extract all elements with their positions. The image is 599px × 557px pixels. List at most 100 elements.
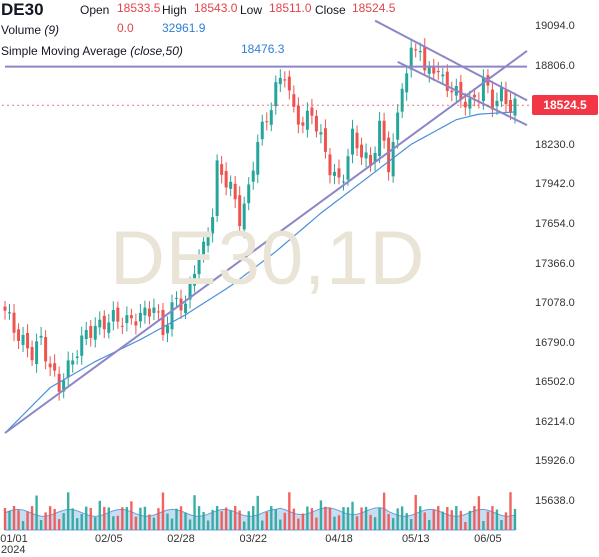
candle-body (53, 363, 57, 371)
candle-body (296, 105, 300, 125)
volume-bar (220, 511, 223, 530)
candle-body (48, 363, 52, 368)
y-tick-label: 16790.0 (535, 336, 575, 349)
candle-body (351, 128, 355, 155)
volume-bar (229, 510, 232, 530)
candle-body (400, 88, 404, 112)
volume-bar (211, 509, 214, 530)
candle-body (314, 115, 318, 132)
candle-body (508, 99, 512, 113)
y-tick-label: 15638.0 (535, 495, 575, 507)
candle-body (17, 329, 21, 341)
volume-bar (355, 516, 359, 530)
volume-bar (274, 509, 277, 530)
volume-bar (89, 507, 92, 530)
candle-body (75, 356, 79, 358)
candle-body (459, 81, 463, 100)
volume-bar (85, 506, 88, 530)
volume-bar (21, 521, 25, 530)
x-tick-label: 01/01 (0, 533, 28, 545)
y-tick-label: 16502.0 (535, 376, 575, 389)
candle-body (165, 325, 169, 334)
volume-bar (405, 513, 408, 530)
candle-body (265, 121, 269, 123)
volume-bar (161, 492, 165, 530)
volume-bar (270, 506, 273, 530)
volume-bar (175, 508, 178, 530)
candle-body (152, 307, 156, 313)
candle-body (251, 170, 255, 182)
volume-bar (400, 506, 404, 530)
y-tick-label: 17078.0 (535, 297, 575, 310)
candle-body (71, 360, 75, 365)
candle-body (382, 120, 386, 141)
volume-bar (491, 506, 494, 530)
candle-body (93, 325, 97, 340)
volume-bar (373, 517, 377, 530)
volume-bar (8, 510, 11, 530)
candle-body (436, 70, 440, 73)
candle-body (129, 315, 133, 319)
volume-bar (360, 507, 363, 530)
volume-bar (432, 509, 435, 530)
volume-bar (265, 511, 268, 530)
x-tick-label: 03/22 (239, 533, 267, 545)
candle-body (396, 112, 400, 140)
x-tick-label: 05/13 (401, 533, 430, 545)
candle-body (409, 47, 413, 70)
candle-body (66, 360, 70, 378)
volume-bar (76, 518, 79, 530)
current-price-tag: 18524.5 (532, 95, 598, 115)
volume-bar (35, 495, 38, 530)
volume-bar (333, 516, 336, 530)
candle-body (373, 152, 377, 162)
candle-body (98, 319, 102, 328)
volume-bar (283, 512, 287, 530)
candle-body (490, 89, 494, 110)
volume-bar (428, 520, 431, 530)
volume-bar (30, 506, 34, 530)
volume-bar (121, 507, 124, 530)
sma-line (4, 111, 516, 434)
candle-body (242, 203, 246, 230)
y-tick-label: 18806.0 (535, 59, 575, 72)
candle-body (337, 168, 341, 178)
candle-body (269, 110, 273, 125)
volume-bar (509, 492, 512, 530)
candle-body (120, 325, 124, 327)
candle-body (229, 181, 233, 189)
candlesticks (3, 38, 517, 401)
candle-body (495, 100, 499, 107)
candle-body (156, 311, 160, 313)
volume-bar (57, 519, 61, 530)
candle-body (463, 101, 467, 108)
candle-body (175, 297, 179, 299)
candle-body (30, 346, 34, 361)
volume-bar (378, 507, 381, 530)
candle-body (323, 128, 327, 152)
year-label: 2024 (1, 544, 26, 556)
candle-body (418, 50, 422, 53)
volume-bar (166, 513, 169, 530)
candle-body (3, 306, 7, 311)
volume-bar (342, 507, 345, 530)
candle-body (481, 77, 485, 102)
candle-body (355, 132, 359, 149)
volume-bar (116, 515, 120, 530)
candle-body (450, 90, 454, 93)
candle-body (468, 98, 472, 109)
volume-bar (513, 508, 517, 530)
volume-bar (437, 506, 440, 530)
volume-bar (261, 520, 264, 530)
volume-bar (107, 507, 111, 530)
candle-body (206, 235, 210, 246)
volume-bar (337, 515, 341, 530)
candle-body (346, 156, 350, 180)
volume-bar (148, 514, 151, 530)
candle-body (21, 334, 25, 345)
volume-bar (197, 506, 201, 530)
volume-bar (238, 510, 241, 530)
volume-bar (482, 521, 485, 530)
volume-bar (459, 510, 463, 530)
